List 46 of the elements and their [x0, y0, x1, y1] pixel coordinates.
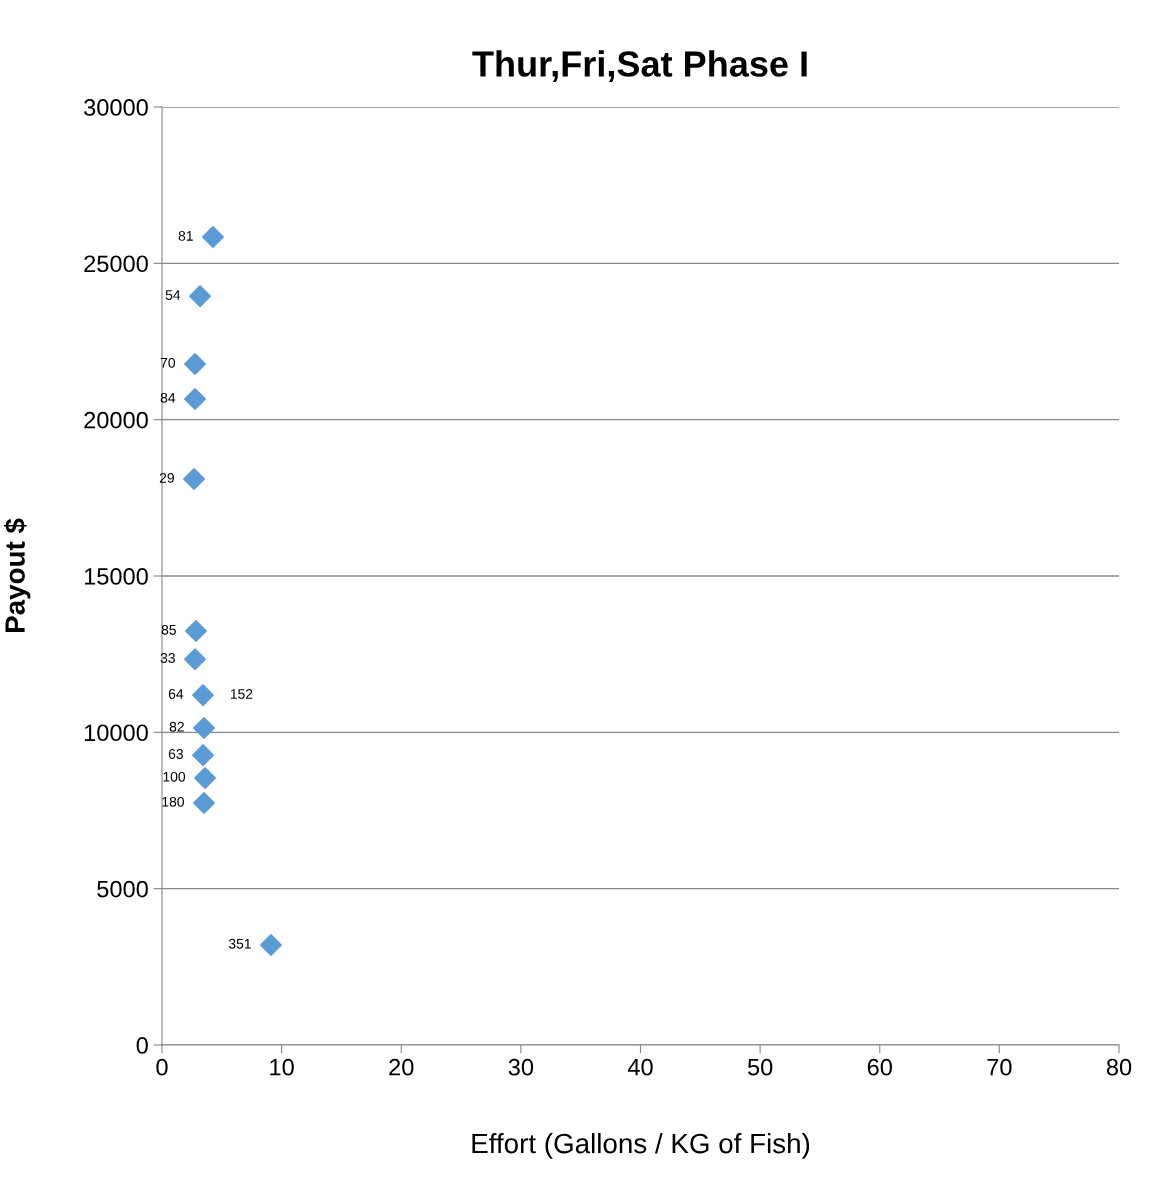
x-tick-label: 60 — [867, 1058, 892, 1076]
annotation: 152 — [230, 689, 253, 699]
point — [192, 792, 215, 814]
y-tick-label: 15000 — [84, 568, 148, 585]
x-tick-label: 40 — [627, 1058, 653, 1076]
annotation: 33 — [160, 653, 175, 663]
annotation: 84 — [160, 392, 176, 403]
point — [184, 388, 207, 411]
x-tick-label: 30 — [508, 1058, 534, 1076]
annotation: 82 — [169, 721, 184, 732]
point — [192, 744, 215, 767]
annotation: 29 — [159, 472, 174, 483]
annotation: 54 — [165, 290, 181, 300]
point — [184, 648, 207, 671]
annotation: 63 — [168, 749, 183, 759]
point — [189, 285, 212, 308]
x-tick-label: 80 — [1106, 1058, 1132, 1076]
annotation: 70 — [160, 357, 176, 368]
x-tick-label: 10 — [270, 1058, 294, 1076]
annotation: 64 — [168, 689, 184, 699]
point — [183, 468, 206, 491]
x-tick-label: 20 — [389, 1058, 414, 1076]
annotation: 351 — [228, 938, 251, 949]
x-axis-title: Effort (Gallons / KG of Fish) — [472, 1132, 810, 1159]
y-axis-title: Payout $ — [4, 518, 31, 633]
annotation: 85 — [161, 624, 176, 635]
chart-title: Thur,Fri,Sat Phase I — [472, 50, 807, 83]
point — [194, 766, 217, 789]
y-tick-label: 10000 — [84, 724, 148, 742]
point — [192, 716, 215, 739]
x-tick-label: 0 — [156, 1058, 168, 1076]
y-tick-label: 5000 — [97, 880, 148, 898]
x-tick-label: 70 — [987, 1058, 1012, 1076]
y-tick-label: 20000 — [84, 411, 148, 429]
point — [201, 226, 224, 249]
point — [184, 620, 207, 643]
y-tick-label: 25000 — [84, 255, 148, 273]
annotation: 81 — [178, 230, 193, 241]
x-tick-label: 50 — [747, 1058, 773, 1076]
annotation: 180 — [162, 796, 184, 807]
annotation: 100 — [163, 771, 186, 782]
y-tick-label: 0 — [136, 1037, 148, 1054]
y-tick-label: 30000 — [84, 99, 148, 116]
point — [184, 353, 207, 376]
point — [192, 684, 215, 707]
point — [259, 933, 282, 956]
